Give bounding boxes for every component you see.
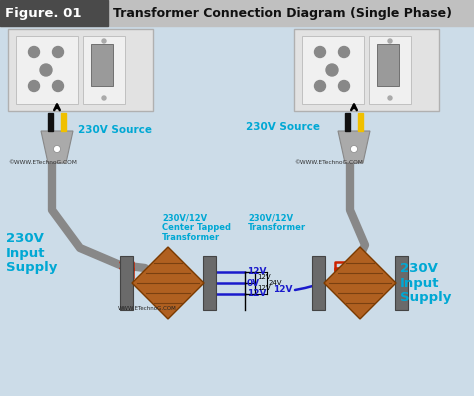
Text: ©WWW.ETechnoG.COM: ©WWW.ETechnoG.COM bbox=[8, 160, 77, 164]
Bar bbox=[203, 256, 216, 310]
Text: 12V: 12V bbox=[257, 274, 271, 280]
Circle shape bbox=[338, 46, 349, 57]
Circle shape bbox=[40, 64, 52, 76]
Text: 230V/12V: 230V/12V bbox=[162, 213, 207, 223]
Bar bbox=[302, 36, 364, 104]
Text: Supply: Supply bbox=[6, 261, 57, 274]
Circle shape bbox=[102, 39, 106, 43]
Circle shape bbox=[315, 46, 326, 57]
Text: WWW.ETechnoG.COM: WWW.ETechnoG.COM bbox=[118, 305, 177, 310]
Text: 12V: 12V bbox=[273, 286, 293, 295]
Bar bbox=[395, 256, 408, 310]
Circle shape bbox=[388, 39, 392, 43]
Text: Transformer: Transformer bbox=[248, 223, 306, 232]
Polygon shape bbox=[338, 131, 370, 163]
Bar bbox=[83, 36, 125, 104]
Bar bbox=[16, 36, 78, 104]
Text: 12V: 12V bbox=[257, 285, 271, 291]
Text: Transformer: Transformer bbox=[162, 234, 220, 242]
Circle shape bbox=[53, 46, 64, 57]
Text: 12V: 12V bbox=[247, 289, 266, 299]
Text: ©WWW.ETechnoG.COM: ©WWW.ETechnoG.COM bbox=[294, 160, 363, 164]
Bar bbox=[377, 44, 399, 86]
Bar bbox=[120, 256, 133, 310]
Circle shape bbox=[54, 145, 61, 152]
Bar bbox=[312, 256, 325, 310]
Bar bbox=[358, 113, 363, 131]
Circle shape bbox=[388, 96, 392, 100]
Text: 12V: 12V bbox=[247, 268, 266, 276]
Circle shape bbox=[28, 46, 39, 57]
Circle shape bbox=[53, 80, 64, 91]
Text: 24V: 24V bbox=[269, 280, 283, 286]
Circle shape bbox=[315, 80, 326, 91]
Text: 230V: 230V bbox=[6, 232, 44, 244]
Circle shape bbox=[28, 80, 39, 91]
Text: Input: Input bbox=[6, 246, 46, 259]
Text: 230V/12V: 230V/12V bbox=[248, 213, 293, 223]
Text: Input: Input bbox=[400, 276, 439, 289]
Text: Transformer Connection Diagram (Single Phase): Transformer Connection Diagram (Single P… bbox=[113, 6, 452, 19]
Bar bbox=[0, 0, 108, 26]
Text: 0V: 0V bbox=[247, 278, 260, 287]
Bar bbox=[369, 36, 411, 104]
Bar bbox=[294, 29, 439, 111]
Circle shape bbox=[338, 80, 349, 91]
Bar bbox=[48, 113, 53, 131]
Polygon shape bbox=[132, 247, 204, 319]
Bar bbox=[0, 0, 474, 26]
Bar bbox=[91, 44, 113, 86]
Bar bbox=[345, 113, 350, 131]
Text: Supply: Supply bbox=[400, 291, 451, 305]
Bar bbox=[61, 113, 66, 131]
Text: 230V Source: 230V Source bbox=[78, 125, 152, 135]
Text: Center Tapped: Center Tapped bbox=[162, 223, 231, 232]
Circle shape bbox=[350, 145, 357, 152]
Text: 230V: 230V bbox=[400, 261, 438, 274]
Polygon shape bbox=[324, 247, 396, 319]
Text: Figure. 01: Figure. 01 bbox=[5, 6, 82, 19]
Text: 230V Source: 230V Source bbox=[246, 122, 320, 132]
Polygon shape bbox=[41, 131, 73, 163]
Bar bbox=[8, 29, 153, 111]
Circle shape bbox=[326, 64, 338, 76]
Circle shape bbox=[102, 96, 106, 100]
